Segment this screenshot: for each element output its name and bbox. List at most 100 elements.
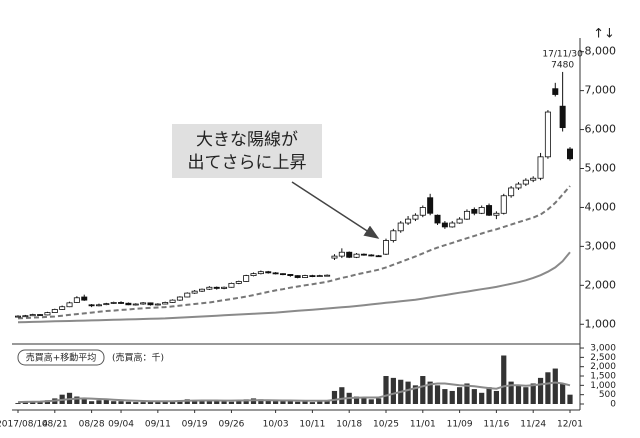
volume-bar xyxy=(361,398,367,404)
candle-body xyxy=(419,207,426,216)
candle-body xyxy=(162,302,169,305)
volume-tick-label: 1,000 xyxy=(590,381,616,391)
volume-bar xyxy=(412,385,419,404)
volume-bar xyxy=(560,383,566,404)
candle-body xyxy=(552,88,559,95)
candle-body xyxy=(331,255,338,259)
volume-bar xyxy=(287,401,293,404)
candle-body xyxy=(397,222,404,232)
x-tick-label: 09/26 xyxy=(218,420,244,430)
candle-body xyxy=(508,187,515,197)
y-tick-label: 6,000 xyxy=(585,123,617,136)
candle-body xyxy=(316,275,323,277)
y-tick-label: 4,000 xyxy=(585,200,617,213)
candle-body xyxy=(191,290,198,294)
volume-bar xyxy=(22,402,28,404)
candle-body xyxy=(287,274,294,276)
volume-bar xyxy=(15,403,21,404)
x-tick-label: 2017/08/14 xyxy=(0,420,48,430)
volume-bar xyxy=(162,401,168,404)
volume-ma xyxy=(17,381,571,404)
volume-label: 売買高+移動平均 xyxy=(26,352,97,364)
volume-bar xyxy=(258,399,264,404)
volume-bar xyxy=(464,383,470,404)
volume-bar xyxy=(243,399,249,404)
volume-bar xyxy=(427,381,433,404)
sort-icon[interactable]: ↑↓ xyxy=(593,27,615,42)
candle-body xyxy=(486,205,493,216)
candle-body xyxy=(147,302,154,306)
candle-body xyxy=(309,275,316,277)
candle-body xyxy=(449,222,456,228)
candle-body xyxy=(235,281,242,284)
x-tick-label: 10/25 xyxy=(373,420,399,430)
volume-bar xyxy=(206,401,212,404)
volume-bar xyxy=(214,400,220,404)
annotation-box xyxy=(172,124,322,178)
x-tick-label: 09/11 xyxy=(145,420,171,430)
volume-bar xyxy=(390,377,396,404)
candle-body xyxy=(537,156,544,179)
volume-bar xyxy=(376,398,382,404)
volume-bar xyxy=(118,401,124,404)
y-tick-label: 1,000 xyxy=(585,317,617,330)
candle-body xyxy=(478,207,485,214)
annotation-line: 大きな陽線が xyxy=(196,130,298,150)
x-tick-label: 12/01 xyxy=(557,420,583,430)
volume-bar xyxy=(155,402,161,404)
x-tick-label: 09/19 xyxy=(182,420,208,430)
candle-body xyxy=(37,314,44,316)
volume-label-box xyxy=(17,349,105,366)
candle-body xyxy=(198,288,205,292)
candle-body xyxy=(434,214,441,224)
volume-bar xyxy=(228,401,235,404)
candle-body xyxy=(272,272,279,275)
candle-body xyxy=(14,315,21,318)
x-tick-label: 11/24 xyxy=(520,420,546,430)
volume-bar xyxy=(111,401,117,404)
candle-body xyxy=(500,195,507,214)
candle-body xyxy=(390,230,397,241)
y-tick-label: 8,000 xyxy=(585,45,617,58)
volume-bar xyxy=(280,400,286,404)
annotation-line: 出てさらに上昇 xyxy=(188,153,307,173)
candle-body xyxy=(515,183,522,189)
y-tick-label: 5,000 xyxy=(585,162,617,175)
volume-bar xyxy=(103,399,109,404)
volume-bar xyxy=(405,381,411,404)
volume-bar xyxy=(140,402,146,404)
volume-bar xyxy=(537,377,544,404)
candle-body xyxy=(213,286,220,289)
candle-body xyxy=(184,292,191,298)
volume-bar xyxy=(199,400,205,404)
volume-bar xyxy=(508,381,514,404)
volume-bar xyxy=(221,401,227,404)
volume-bar xyxy=(567,394,573,404)
volume-tick-label: 2,000 xyxy=(590,362,616,372)
candle-body xyxy=(118,302,125,304)
x-tick-label: 11/09 xyxy=(447,420,473,430)
volume-bar xyxy=(471,389,477,404)
high-value: 7480 xyxy=(551,60,574,70)
candle-body xyxy=(405,218,412,224)
candle-body xyxy=(154,303,161,306)
volume-bar xyxy=(74,396,80,404)
annotation-arrow xyxy=(291,181,380,239)
candle-body xyxy=(302,275,309,278)
volume-bar xyxy=(479,392,485,404)
volume-bar xyxy=(552,368,558,404)
volume-bar xyxy=(133,402,139,404)
candle-body xyxy=(95,304,102,307)
candle-body xyxy=(140,302,147,305)
volume-bar xyxy=(125,401,131,404)
volume-bar xyxy=(449,390,455,404)
candle-body xyxy=(412,214,419,220)
x-tick-label: 11/16 xyxy=(483,420,509,430)
candle-body xyxy=(73,297,80,303)
candle-body xyxy=(257,271,264,275)
candle-body xyxy=(346,251,353,258)
candle-body xyxy=(110,302,117,304)
volume-bar xyxy=(457,387,463,404)
candle-body xyxy=(456,218,463,224)
candle-body xyxy=(382,240,389,255)
